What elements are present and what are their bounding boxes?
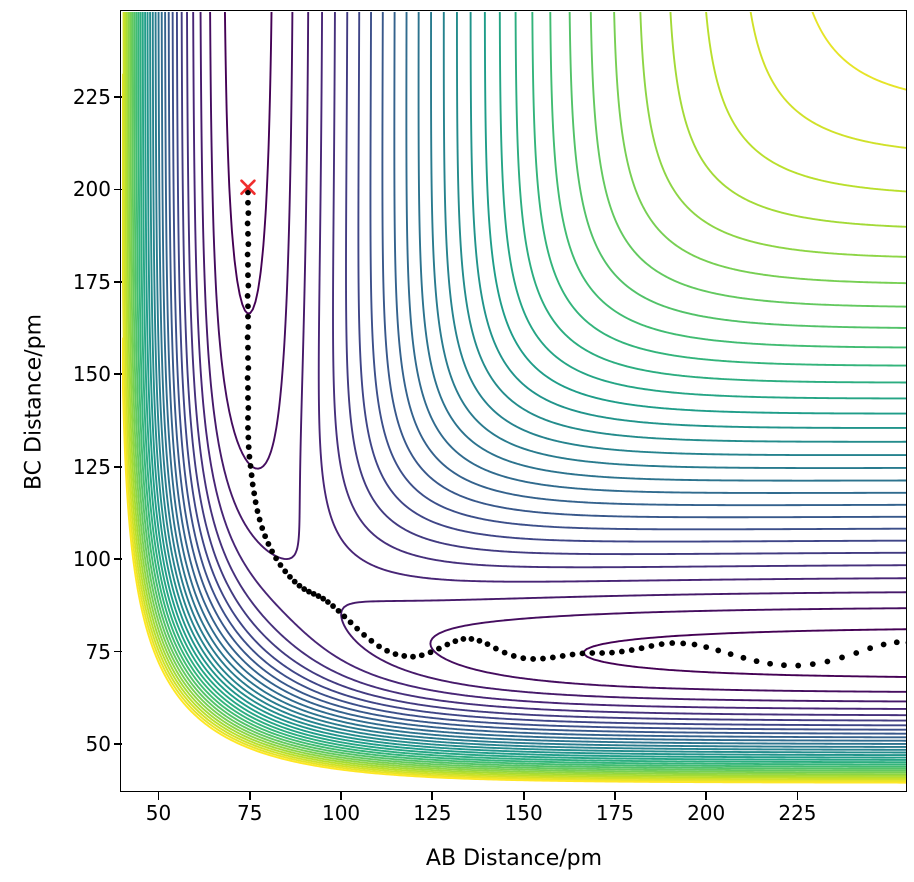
- y-tick-mark: [114, 743, 122, 745]
- y-tick-mark: [114, 96, 122, 98]
- x-tick-label: 225: [778, 801, 817, 825]
- x-tick-mark: [248, 792, 251, 800]
- y-tick-label: 225: [72, 85, 111, 110]
- y-tick-label: 150: [72, 362, 111, 387]
- y-tick-label: 125: [72, 454, 111, 479]
- x-tick-label: 100: [321, 801, 361, 825]
- x-tick-mark: [705, 792, 708, 800]
- x-tick-label: 50: [145, 801, 172, 825]
- x-tick-mark: [614, 792, 616, 800]
- x-tick-label: 150: [504, 801, 543, 825]
- y-tick-mark: [114, 465, 122, 468]
- y-tick-label: 100: [72, 547, 111, 572]
- x-tick-label: 200: [687, 801, 726, 825]
- x-tick-mark: [157, 792, 160, 800]
- x-tick-label: 125: [413, 801, 452, 825]
- y-tick-mark: [114, 558, 122, 560]
- y-tick-mark: [114, 650, 122, 653]
- y-tick-label: 175: [72, 269, 111, 294]
- x-axis-label: AB Distance/pm: [425, 846, 603, 871]
- y-tick-mark: [114, 373, 122, 376]
- contour-plot-canvas: [122, 12, 907, 792]
- y-tick-label: 50: [85, 731, 111, 756]
- x-tick-mark: [796, 792, 799, 800]
- y-axis-label: BC Distance/pm: [21, 313, 47, 491]
- y-tick-label: 75: [85, 639, 111, 664]
- y-tick-mark: [114, 280, 122, 283]
- x-tick-mark: [522, 792, 525, 800]
- x-tick-mark: [431, 792, 434, 800]
- x-tick-label: 75: [237, 801, 263, 825]
- x-tick-label: 175: [595, 801, 634, 825]
- y-tick-label: 200: [72, 177, 111, 202]
- x-tick-mark: [340, 792, 342, 800]
- y-tick-mark: [114, 188, 122, 191]
